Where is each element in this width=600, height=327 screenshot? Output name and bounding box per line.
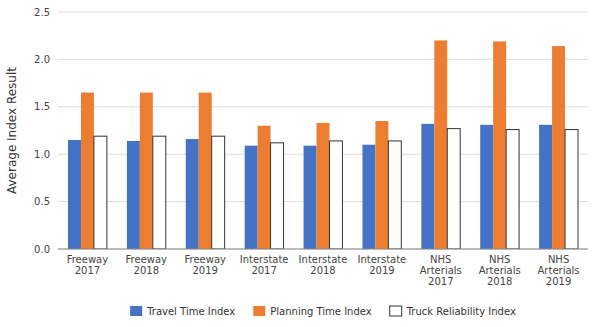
x-tick-label: Interstate2017 — [240, 254, 289, 276]
bar — [212, 136, 225, 249]
bar — [140, 93, 153, 249]
grid-line — [58, 106, 588, 107]
bar — [304, 146, 317, 249]
x-tick-label: NHSArterials2017 — [420, 254, 462, 287]
y-tick-label: 2.0 — [34, 54, 50, 65]
x-tick-label: Interstate2018 — [299, 254, 348, 276]
legend-swatch — [253, 306, 265, 316]
x-tick-label-line: NHS — [430, 254, 451, 265]
bars — [68, 40, 578, 249]
y-tick-label: 0.5 — [34, 196, 50, 207]
bar — [258, 126, 271, 249]
bar — [317, 123, 330, 249]
x-tick-label-line: 2017 — [251, 265, 276, 276]
grid-line — [58, 59, 588, 60]
x-tick-label-line: 2018 — [487, 276, 512, 287]
x-tick-label-line: 2017 — [75, 265, 100, 276]
legend-swatch — [390, 306, 402, 316]
bar — [506, 130, 519, 249]
x-tick-label-line: Freeway — [184, 254, 226, 265]
bar — [81, 93, 94, 249]
bar — [447, 129, 460, 249]
grid-line — [58, 249, 588, 250]
bar — [434, 40, 447, 249]
bar — [199, 93, 212, 249]
chart: 0.0 0.5 1.0 1.5 2.0 2.5 Average Index Result Fr… — [0, 0, 600, 327]
x-tick-label-line: 2018 — [134, 265, 159, 276]
y-axis: 0.0 0.5 1.0 1.5 2.0 2.5 — [34, 7, 50, 255]
x-tick-label-line: Freeway — [126, 254, 168, 265]
x-tick-label-line: 2019 — [546, 276, 571, 287]
x-tick-label: NHSArterials2018 — [479, 254, 521, 287]
bar — [153, 136, 166, 249]
x-tick-label-line: Interstate — [240, 254, 289, 265]
x-tick-label-line: NHS — [548, 254, 569, 265]
bar — [480, 125, 493, 249]
bar — [94, 136, 107, 249]
bar — [362, 145, 375, 249]
legend-label: Planning Time Index — [270, 306, 372, 317]
bar — [565, 130, 578, 249]
x-axis: Freeway2017Freeway2018Freeway2019Interst… — [67, 254, 580, 287]
bar — [375, 121, 388, 249]
x-tick-label: Freeway2017 — [67, 254, 109, 276]
bar — [552, 46, 565, 249]
legend-label: Travel Time Index — [146, 306, 235, 317]
x-axis-line — [58, 249, 588, 250]
grid-line — [58, 12, 588, 13]
bar — [421, 124, 434, 249]
x-tick-label-line: Arterials — [420, 265, 462, 276]
bar — [127, 141, 140, 249]
x-tick-label: Interstate2019 — [357, 254, 406, 276]
x-tick-label-line: Interstate — [357, 254, 406, 265]
x-tick-label-line: NHS — [489, 254, 510, 265]
bar — [493, 41, 506, 249]
y-tick-label: 1.5 — [34, 101, 50, 112]
bar — [68, 140, 81, 249]
bar — [186, 139, 199, 249]
bar — [388, 141, 401, 249]
legend-label: Truck Reliability Index — [406, 306, 516, 317]
bar — [329, 141, 342, 249]
bar — [539, 125, 552, 249]
x-tick-label-line: Interstate — [299, 254, 348, 265]
legend: Travel Time Index Planning Time Index Truc… — [130, 306, 516, 317]
x-tick-label: Freeway2018 — [126, 254, 168, 276]
y-axis-label: Average Index Result — [5, 67, 19, 194]
y-tick-label: 1.0 — [34, 149, 50, 160]
grid — [58, 12, 588, 249]
y-tick-label: 2.5 — [34, 7, 50, 18]
x-tick-label-line: Arterials — [538, 265, 580, 276]
x-tick-label-line: 2019 — [369, 265, 394, 276]
legend-swatch — [130, 306, 142, 316]
bar — [245, 146, 258, 249]
x-tick-label-line: Arterials — [479, 265, 521, 276]
bar — [271, 143, 284, 249]
x-tick-label: Freeway2019 — [184, 254, 226, 276]
x-tick-label-line: Freeway — [67, 254, 109, 265]
x-tick-label-line: 2017 — [428, 276, 453, 287]
y-tick-label: 0.0 — [34, 244, 50, 255]
x-tick-label: NHSArterials2019 — [538, 254, 580, 287]
x-tick-label-line: 2018 — [310, 265, 335, 276]
x-tick-label-line: 2019 — [192, 265, 217, 276]
